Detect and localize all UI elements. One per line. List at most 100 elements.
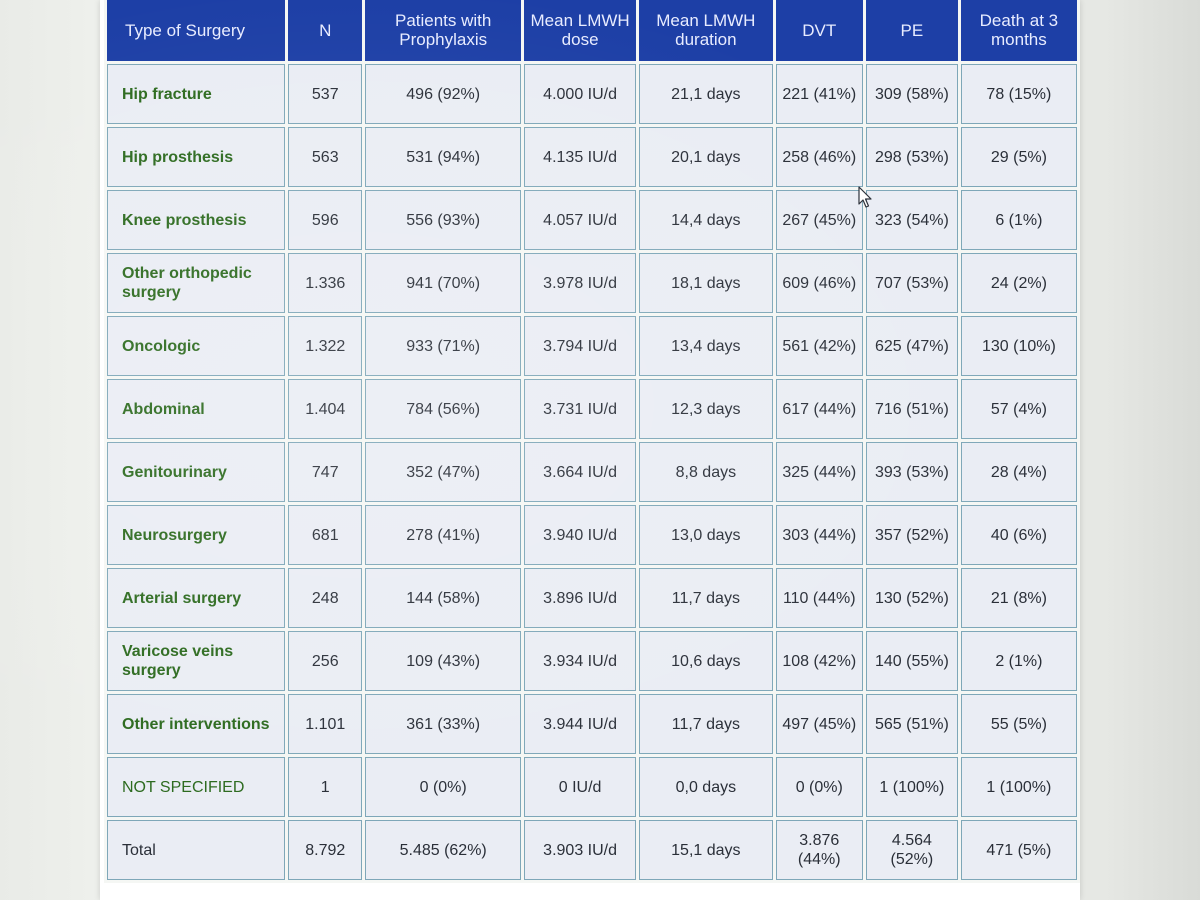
cell-type: Varicose veins surgery <box>107 631 286 691</box>
header-dvt: DVT <box>775 0 863 61</box>
cell-pe: 625 (47%) <box>865 316 958 376</box>
cell-death: 6 (1%) <box>960 190 1077 250</box>
cell-prophylaxis: 941 (70%) <box>365 253 521 313</box>
cell-n: 1.322 <box>288 316 363 376</box>
cell-death: 78 (15%) <box>960 64 1077 124</box>
cell-dvt: 561 (42%) <box>775 316 863 376</box>
cell-pe: 393 (53%) <box>865 442 958 502</box>
cell-duration: 13,4 days <box>639 316 773 376</box>
table-row: Knee prosthesis 596 556 (93%) 4.057 IU/d 14,… <box>107 190 1077 250</box>
cell-dvt: 617 (44%) <box>775 379 863 439</box>
cell-dose: 4.135 IU/d <box>524 127 637 187</box>
cell-death: 471 (5%) <box>960 820 1077 880</box>
cell-prophylaxis: 5.485 (62%) <box>365 820 521 880</box>
cell-pe: 309 (58%) <box>865 64 958 124</box>
cell-dvt: 0 (0%) <box>775 757 863 817</box>
cell-duration: 11,7 days <box>639 694 773 754</box>
cell-duration: 10,6 days <box>639 631 773 691</box>
cell-dose: 3.731 IU/d <box>524 379 637 439</box>
cell-dose: 3.896 IU/d <box>524 568 637 628</box>
cell-duration: 0,0 days <box>639 757 773 817</box>
cell-pe: 4.564 (52%) <box>865 820 958 880</box>
cell-prophylaxis: 278 (41%) <box>365 505 521 565</box>
table-row: NOT SPECIFIED 1 0 (0%) 0 IU/d 0,0 days 0 (0%)… <box>107 757 1077 817</box>
cell-n: 256 <box>288 631 363 691</box>
cell-prophylaxis: 109 (43%) <box>365 631 521 691</box>
cell-prophylaxis: 556 (93%) <box>365 190 521 250</box>
cell-pe: 298 (53%) <box>865 127 958 187</box>
cell-type: Total <box>107 820 286 880</box>
cell-n: 248 <box>288 568 363 628</box>
cell-duration: 15,1 days <box>639 820 773 880</box>
cell-death: 1 (100%) <box>960 757 1077 817</box>
cell-death: 2 (1%) <box>960 631 1077 691</box>
cell-type: Knee prosthesis <box>107 190 286 250</box>
cell-dose: 3.664 IU/d <box>524 442 637 502</box>
header-pe: PE <box>865 0 958 61</box>
cell-type: Other interventions <box>107 694 286 754</box>
cell-n: 563 <box>288 127 363 187</box>
cell-type: Oncologic <box>107 316 286 376</box>
cell-dvt: 609 (46%) <box>775 253 863 313</box>
cell-duration: 11,7 days <box>639 568 773 628</box>
cell-dvt: 267 (45%) <box>775 190 863 250</box>
cell-dose: 0 IU/d <box>524 757 637 817</box>
header-mean-lmwh-duration: Mean LMWH duration <box>639 0 773 61</box>
cell-type: Hip prosthesis <box>107 127 286 187</box>
header-n: N <box>288 0 363 61</box>
cell-pe: 1 (100%) <box>865 757 958 817</box>
cell-pe: 716 (51%) <box>865 379 958 439</box>
table-row: Oncologic 1.322 933 (71%) 3.794 IU/d 13,4 da… <box>107 316 1077 376</box>
table-row: Other orthopedic surgery 1.336 941 (70%) 3.… <box>107 253 1077 313</box>
cell-duration: 12,3 days <box>639 379 773 439</box>
cell-n: 1.336 <box>288 253 363 313</box>
cell-dvt: 303 (44%) <box>775 505 863 565</box>
table-row: Genitourinary 747 352 (47%) 3.664 IU/d 8,8 d… <box>107 442 1077 502</box>
cell-death: 29 (5%) <box>960 127 1077 187</box>
cell-prophylaxis: 496 (92%) <box>365 64 521 124</box>
table-total-row: Total 8.792 5.485 (62%) 3.903 IU/d 15,1 days… <box>107 820 1077 880</box>
cell-n: 1 <box>288 757 363 817</box>
table-row: Varicose veins surgery 256 109 (43%) 3.934 … <box>107 631 1077 691</box>
cell-n: 1.404 <box>288 379 363 439</box>
cell-duration: 20,1 days <box>639 127 773 187</box>
cell-death: 57 (4%) <box>960 379 1077 439</box>
cell-n: 1.101 <box>288 694 363 754</box>
cell-prophylaxis: 0 (0%) <box>365 757 521 817</box>
cell-n: 8.792 <box>288 820 363 880</box>
surgery-outcomes-table: Type of Surgery N Patients with Prophyla… <box>104 0 1080 883</box>
table-row: Hip fracture 537 496 (92%) 4.000 IU/d 21,1 d… <box>107 64 1077 124</box>
header-death-at-3-months: Death at 3 months <box>960 0 1077 61</box>
table-row: Neurosurgery 681 278 (41%) 3.940 IU/d 13,0 d… <box>107 505 1077 565</box>
cell-dose: 3.978 IU/d <box>524 253 637 313</box>
cell-dvt: 325 (44%) <box>775 442 863 502</box>
cell-duration: 18,1 days <box>639 253 773 313</box>
cell-dose: 3.794 IU/d <box>524 316 637 376</box>
cell-pe: 357 (52%) <box>865 505 958 565</box>
cell-death: 40 (6%) <box>960 505 1077 565</box>
cell-pe: 565 (51%) <box>865 694 958 754</box>
table-row: Arterial surgery 248 144 (58%) 3.896 IU/d 11… <box>107 568 1077 628</box>
cell-death: 24 (2%) <box>960 253 1077 313</box>
cell-dose: 3.940 IU/d <box>524 505 637 565</box>
cell-death: 28 (4%) <box>960 442 1077 502</box>
cell-prophylaxis: 933 (71%) <box>365 316 521 376</box>
cell-type: Neurosurgery <box>107 505 286 565</box>
cell-dose: 3.903 IU/d <box>524 820 637 880</box>
cell-dvt: 221 (41%) <box>775 64 863 124</box>
header-patients-with-prophylaxis: Patients with Prophylaxis <box>365 0 521 61</box>
cell-dose: 4.000 IU/d <box>524 64 637 124</box>
cell-dvt: 258 (46%) <box>775 127 863 187</box>
cell-type: Arterial surgery <box>107 568 286 628</box>
cell-death: 21 (8%) <box>960 568 1077 628</box>
cell-duration: 8,8 days <box>639 442 773 502</box>
cell-dose: 4.057 IU/d <box>524 190 637 250</box>
table-row: Abdominal 1.404 784 (56%) 3.731 IU/d 12,3 da… <box>107 379 1077 439</box>
cell-type: NOT SPECIFIED <box>107 757 286 817</box>
cell-dvt: 497 (45%) <box>775 694 863 754</box>
cell-pe: 707 (53%) <box>865 253 958 313</box>
mouse-pointer-icon <box>858 186 872 208</box>
cell-prophylaxis: 144 (58%) <box>365 568 521 628</box>
header-type-of-surgery: Type of Surgery <box>107 0 286 61</box>
cell-n: 537 <box>288 64 363 124</box>
